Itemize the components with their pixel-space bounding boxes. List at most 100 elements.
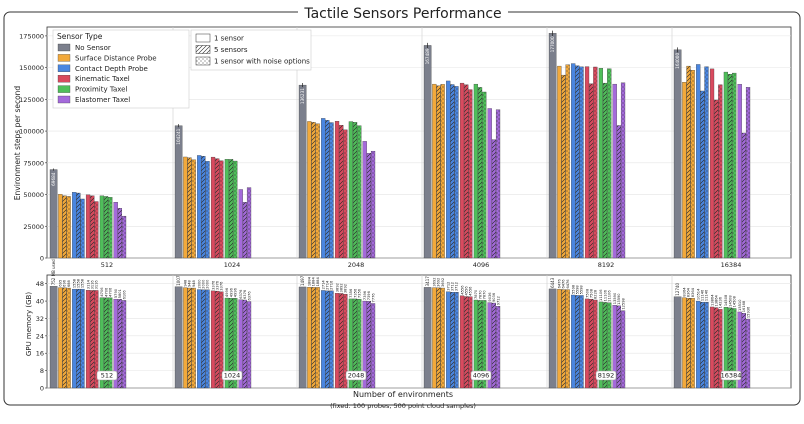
variant-swatch-pattern — [196, 57, 210, 65]
bar — [584, 66, 590, 259]
bar-pattern — [575, 65, 580, 258]
memory-value-label: 4996 — [229, 287, 233, 297]
legend-entry: Proximity Taxel — [75, 86, 127, 94]
memory-value-label: 6476 — [558, 278, 562, 288]
memory-value-label: 4996 — [225, 287, 229, 297]
bar-pattern — [353, 298, 357, 388]
bar-pattern — [732, 73, 737, 258]
bar — [557, 289, 562, 389]
memory-value-label: 11146 — [705, 289, 709, 301]
bar-pattern — [76, 289, 81, 388]
legend-entry: No Sensor — [75, 44, 111, 52]
bar — [321, 290, 326, 389]
memory-value-label: 5801 — [118, 289, 122, 298]
bar-pattern — [187, 157, 192, 258]
bar-pattern — [746, 319, 750, 388]
bar-pattern — [122, 300, 126, 388]
bar-pattern — [80, 289, 85, 388]
bar-pattern — [686, 66, 691, 258]
bar-pattern — [482, 91, 487, 258]
memory-value-label: 948 — [188, 279, 192, 287]
plot-area — [46, 274, 792, 389]
memory-value-label: 3892 — [339, 283, 343, 292]
bar-pattern — [339, 293, 344, 388]
memory-value-label: 3376 — [211, 280, 215, 290]
bar-pattern — [94, 201, 99, 258]
memory-value-label: 16168 — [742, 300, 746, 312]
bar-pattern — [201, 289, 206, 388]
bar-pattern — [66, 288, 71, 388]
y-tick-label: 0 — [40, 385, 44, 393]
memory-value-label: 1884 — [308, 276, 312, 286]
sensor-legend-box — [52, 29, 190, 109]
memory-value-label: 1884 — [312, 277, 316, 287]
bar-pattern — [117, 208, 122, 258]
bar-pattern — [219, 291, 224, 388]
y-tick-label: 24 — [36, 332, 44, 340]
memory-value-label: 14508 — [724, 294, 728, 306]
bar-pattern — [436, 85, 441, 258]
category-badge-label: 8192 — [598, 372, 615, 380]
memory-value-label: 7508 — [589, 288, 593, 298]
memory-value-label: 3692 — [437, 278, 441, 287]
bar — [183, 287, 188, 389]
bar — [446, 291, 451, 389]
bar-pattern — [233, 161, 238, 258]
bar-pattern — [191, 288, 196, 388]
bar-no-sensor — [298, 286, 307, 389]
memory-value-label: 3712 — [451, 282, 455, 291]
bar-pattern — [247, 301, 251, 388]
bar — [459, 82, 465, 259]
memory-y-axis-label: GPU memory (GB) — [25, 292, 33, 356]
bar — [321, 118, 326, 259]
memory-value-label: 3692 — [441, 278, 445, 287]
legend-swatch — [57, 64, 71, 72]
bar-pattern — [104, 196, 108, 258]
bar-pattern — [325, 120, 330, 259]
bar-pattern — [329, 290, 334, 388]
memory-value-label: 6106 — [122, 290, 126, 300]
bar — [85, 194, 91, 259]
bar — [99, 195, 104, 259]
y-tick-label: 75000 — [23, 159, 44, 167]
bar-pattern — [242, 299, 247, 388]
bar-pattern — [718, 309, 723, 388]
bar — [473, 83, 479, 259]
bar-no-sensor — [548, 33, 557, 259]
y-tick-label: 100000 — [19, 128, 44, 136]
bar — [737, 311, 742, 389]
memory-value-label: 2714 — [326, 280, 330, 290]
category-badge — [595, 370, 617, 381]
y-tick-label: 50000 — [23, 191, 44, 199]
bar-pattern — [741, 313, 746, 388]
memory-value-label: 5790 — [114, 288, 118, 298]
bar-no-sensor — [174, 286, 183, 389]
bar-pattern — [468, 296, 473, 388]
memory-value-label: 3114 — [86, 279, 90, 289]
memory-value-label: 11106 — [599, 289, 603, 301]
memory-value-label: 13590 — [617, 293, 621, 305]
bar-pattern — [478, 300, 482, 388]
bar-pattern — [90, 195, 95, 258]
bar-pattern — [325, 290, 330, 388]
bar — [197, 289, 202, 389]
bar-pattern — [746, 87, 750, 259]
memory-value-label: 3712 — [455, 282, 459, 291]
memory-value-label: 6376 — [239, 289, 243, 299]
memory-value-label: 14236 — [719, 296, 723, 308]
memory-value-label: 7870 — [474, 289, 478, 299]
memory-value-label: 7396 — [367, 290, 371, 300]
category-badge-label: 1024 — [224, 372, 241, 380]
legends: Sensor Type No Sensor Surface Distance Pro… — [52, 29, 312, 109]
bar-no-sensor — [298, 84, 307, 259]
memory-value-label: 4706 — [108, 287, 112, 297]
y-tick-label: 125000 — [19, 96, 44, 104]
bar — [224, 297, 229, 389]
bar-pattern — [491, 303, 496, 388]
bar — [432, 83, 437, 259]
bar — [307, 121, 312, 259]
bar-pattern — [728, 307, 732, 388]
bar — [723, 307, 729, 389]
bar-pattern — [714, 99, 719, 258]
